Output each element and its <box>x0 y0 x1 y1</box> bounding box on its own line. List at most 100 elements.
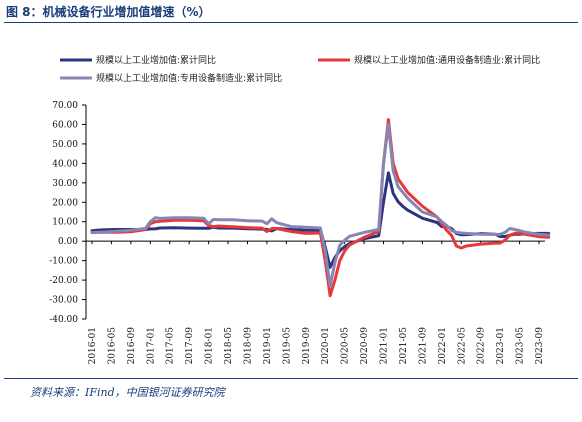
series-3-point <box>402 191 404 194</box>
series-3-point <box>421 211 424 213</box>
series-1-point <box>173 227 176 229</box>
legend-label-1: 规模以上工业增加值:累计同比 <box>96 54 216 66</box>
series-2-point <box>523 233 526 235</box>
x-tick-label: 2019-01 <box>263 327 273 364</box>
series-2-point <box>465 245 467 247</box>
series-2-point <box>246 226 249 229</box>
series-3-point <box>115 230 118 233</box>
series-2-point <box>271 227 273 230</box>
series-1-point <box>203 227 205 230</box>
y-tick-label: -20.00 <box>49 276 78 286</box>
series-3-point <box>436 216 438 218</box>
series-2-point <box>421 205 424 207</box>
series-line-3 <box>90 123 551 288</box>
series-1-point <box>159 227 161 229</box>
series-layer <box>90 118 551 298</box>
title-rule <box>4 22 578 23</box>
legend-label-2: 规模以上工业增加值:通用设备制造业:累计同比 <box>354 54 540 66</box>
y-tick-label: -10.00 <box>49 257 78 267</box>
series-3-point <box>509 227 511 230</box>
series-3-point <box>392 170 395 172</box>
series-3-point <box>319 227 322 229</box>
series-3-point <box>154 217 156 219</box>
series-1-point <box>392 192 395 195</box>
series-2-point <box>513 232 516 235</box>
series-2-point <box>266 230 268 233</box>
x-tick-label: 2020-01 <box>321 327 331 364</box>
series-3-point <box>246 220 249 222</box>
y-tick-label: 50.00 <box>52 140 78 150</box>
series-3-point <box>217 219 220 221</box>
y-tick-label: 30.00 <box>52 179 78 189</box>
series-3-point <box>203 217 205 219</box>
series-2-point <box>538 235 540 238</box>
series-2-point <box>173 219 176 221</box>
x-tick-label: 2021-01 <box>380 327 390 364</box>
series-3-point <box>130 229 132 232</box>
y-tick-label: 40.00 <box>52 159 78 169</box>
series-2-point <box>159 220 161 223</box>
series-3-point <box>499 233 501 236</box>
series-2-point <box>499 242 501 244</box>
x-tick-label: 2018-01 <box>205 327 215 364</box>
series-3-point <box>91 231 93 234</box>
series-3-point <box>173 217 176 219</box>
y-tick-label: 10.00 <box>52 218 78 228</box>
series-2-point <box>450 234 453 237</box>
series-2-point <box>407 191 409 194</box>
series-2-point <box>339 259 341 262</box>
series-1-point <box>188 227 190 229</box>
y-tick-label: 70.00 <box>52 101 78 111</box>
series-3-point <box>460 232 463 234</box>
series-3-point <box>329 285 331 287</box>
series-2-point <box>207 224 210 227</box>
y-tick-label: 60.00 <box>52 120 78 130</box>
series-3-point <box>305 226 307 228</box>
series-3-point <box>494 233 497 236</box>
series-1-point <box>504 235 506 238</box>
series-3-point <box>387 123 390 126</box>
x-tick-label: 2021-05 <box>399 327 409 365</box>
series-1-point <box>499 235 501 238</box>
series-3-point <box>348 235 351 238</box>
source-note: 资料来源：IFind，中国银河证券研究院 <box>30 386 225 399</box>
series-3-point <box>261 220 263 222</box>
series-3-point <box>275 221 278 224</box>
series-1-point <box>149 228 152 230</box>
series-3-point <box>504 231 506 234</box>
series-2-point <box>334 279 336 281</box>
series-1-point <box>387 172 390 174</box>
series-2-point <box>479 243 482 245</box>
x-tick-label: 2018-09 <box>243 327 253 365</box>
series-3-point <box>547 234 550 236</box>
y-tick-label: -40.00 <box>49 315 78 325</box>
series-3-point <box>188 217 190 219</box>
series-2-point <box>494 242 497 244</box>
series-2-point <box>217 225 220 227</box>
source-rule <box>4 378 578 379</box>
series-2-point <box>261 227 263 229</box>
x-tick-label: 2017-05 <box>166 327 176 365</box>
chart-legend: 规模以上工业增加值:累计同比 规模以上工业增加值:通用设备制造业:累计同比规模以上… <box>60 54 540 84</box>
series-3-point <box>159 217 161 220</box>
x-tick-label: 2019-09 <box>302 327 312 365</box>
series-1-point <box>402 205 404 208</box>
series-2-point <box>509 234 511 237</box>
series-3-point <box>207 222 210 225</box>
x-tick-label: 2020-09 <box>360 327 370 365</box>
series-2-point <box>504 239 506 241</box>
series-2-point <box>290 230 293 233</box>
series-3-point <box>407 197 409 200</box>
x-tick-label: 2017-01 <box>146 327 156 364</box>
series-3-point <box>144 227 147 230</box>
series-1-point <box>407 209 409 211</box>
series-1-point <box>436 221 438 224</box>
y-tick-label: -30.00 <box>49 296 78 306</box>
series-3-point <box>518 229 521 232</box>
x-tick-label: 2023-09 <box>535 327 545 365</box>
series-1-point <box>377 234 380 237</box>
series-3-point <box>382 162 385 165</box>
series-2-point <box>305 232 307 235</box>
series-1-point <box>305 229 307 232</box>
